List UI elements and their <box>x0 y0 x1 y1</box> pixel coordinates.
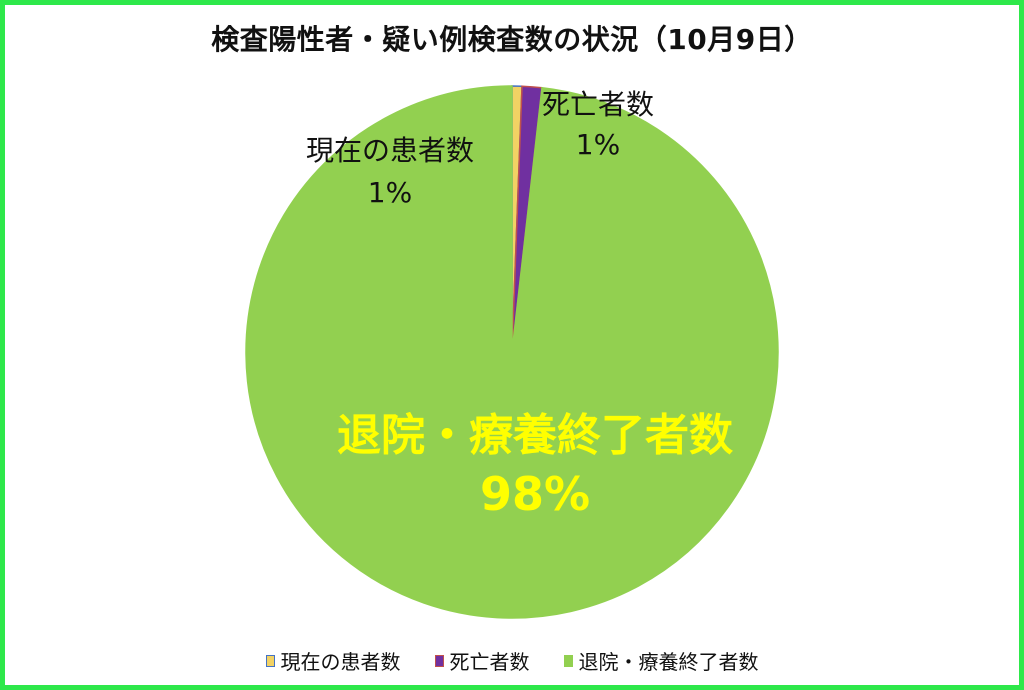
data-label-value-recovered: 98% <box>480 467 590 521</box>
data-label-value-current-patients: 1% <box>368 176 412 209</box>
legend-label-deaths: 死亡者数 <box>449 650 530 674</box>
legend-label-recovered: 退院・療養終了者数 <box>578 650 759 674</box>
data-label-name-current-patients: 現在の患者数 <box>306 134 474 167</box>
legend-item-current-patients: 現在の患者数 <box>265 646 401 675</box>
legend-item-recovered: 退院・療養終了者数 <box>563 646 759 675</box>
data-label-name-deaths: 死亡者数 <box>542 88 654 121</box>
legend-swatch-current-patients <box>265 654 275 667</box>
legend-label-current-patients: 現在の患者数 <box>280 650 401 674</box>
pie-slice-recovered <box>245 85 779 619</box>
data-label-value-deaths: 1% <box>576 128 620 161</box>
legend-item-deaths: 死亡者数 <box>434 646 530 675</box>
legend-swatch-recovered <box>563 654 573 667</box>
data-label-name-recovered: 退院・療養終了者数 <box>337 410 733 461</box>
legend: 現在の患者数 死亡者数 退院・療養終了者数 <box>0 646 1024 675</box>
chart-title: 検査陽性者・疑い例検査数の状況（10月9日） <box>211 23 813 56</box>
legend-swatch-deaths <box>434 654 444 667</box>
